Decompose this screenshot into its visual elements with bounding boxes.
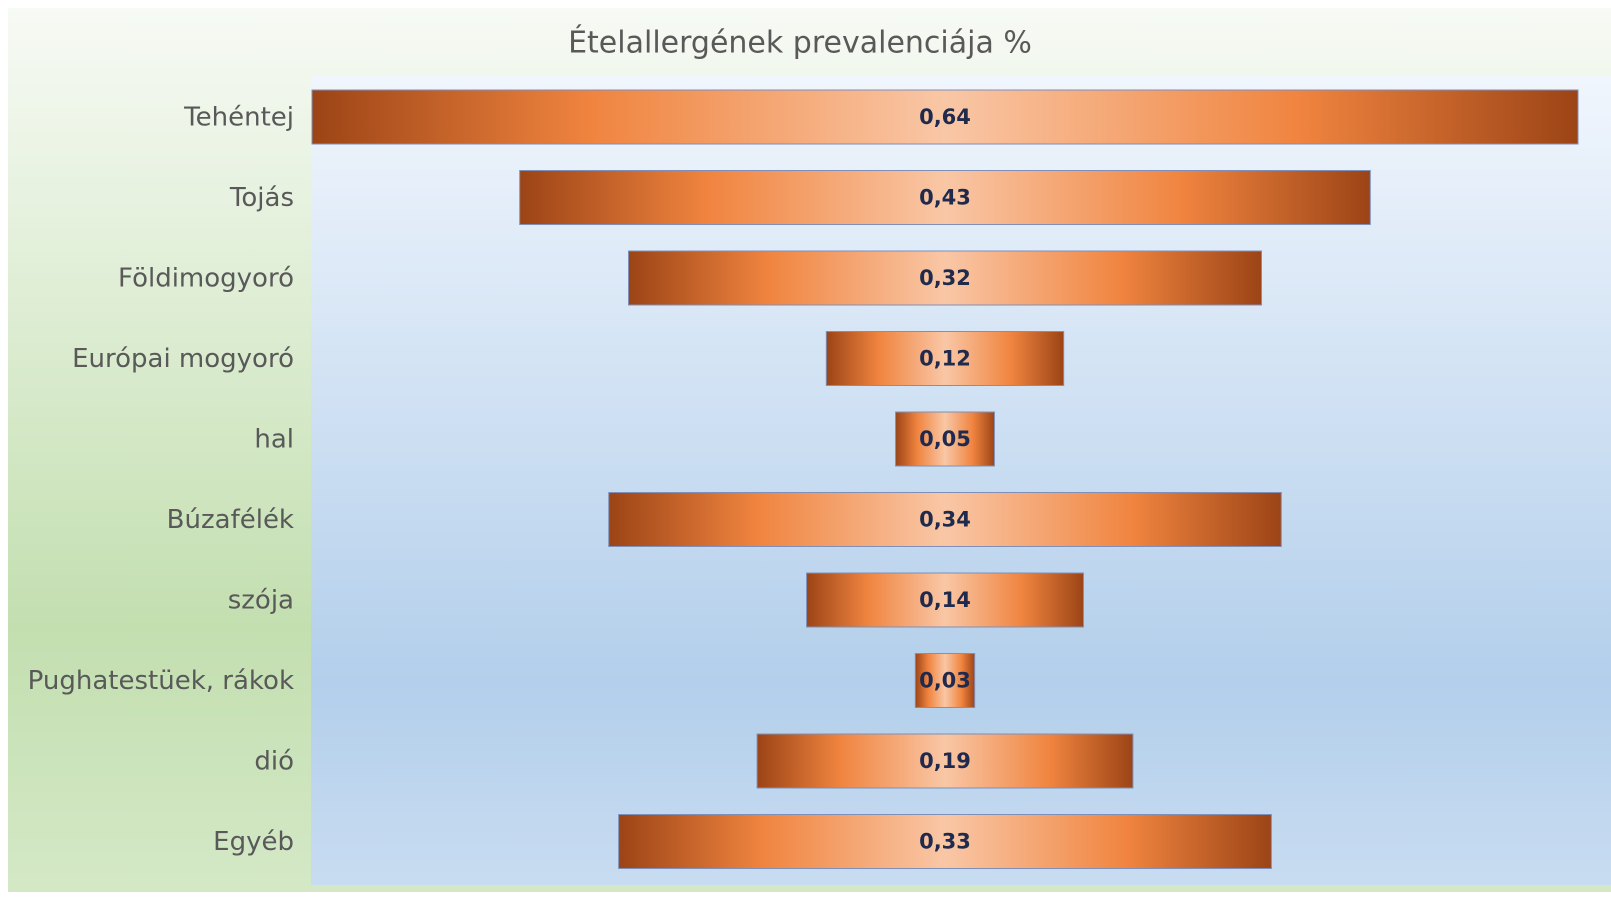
data-label: 0,32 [919,266,971,290]
bar [311,89,1579,145]
category-label: Egyéb [213,827,294,857]
category-label: szója [228,586,294,616]
data-label: 0,14 [919,588,971,612]
data-label: 0,33 [919,830,971,854]
data-label: 0,34 [919,508,971,532]
category-label: hal [254,425,294,455]
category-label: Tehéntej [183,103,294,133]
data-label: 0,19 [919,749,971,773]
category-label: Tojás [229,183,294,213]
data-label: 0,43 [919,186,971,210]
chart-title: Ételallergének prevalenciája % [568,25,1032,61]
data-label: 0,03 [919,669,971,693]
category-label: Európai mogyoró [72,344,294,374]
bar [895,411,995,467]
bar [608,492,1282,547]
category-label: Pughatestüek, rákok [28,666,294,696]
bar [914,653,976,708]
bar [628,250,1262,306]
data-label: 0,12 [919,347,971,371]
data-label: 0,64 [919,105,971,129]
bar [825,331,1065,386]
bar [756,733,1134,789]
bar [519,170,1371,225]
bar [806,572,1084,628]
category-label: Földimogyoró [118,264,294,294]
category-label: dió [254,747,294,777]
bar [618,814,1272,869]
data-label: 0,05 [919,427,971,451]
category-label: Búzafélék [167,505,294,535]
